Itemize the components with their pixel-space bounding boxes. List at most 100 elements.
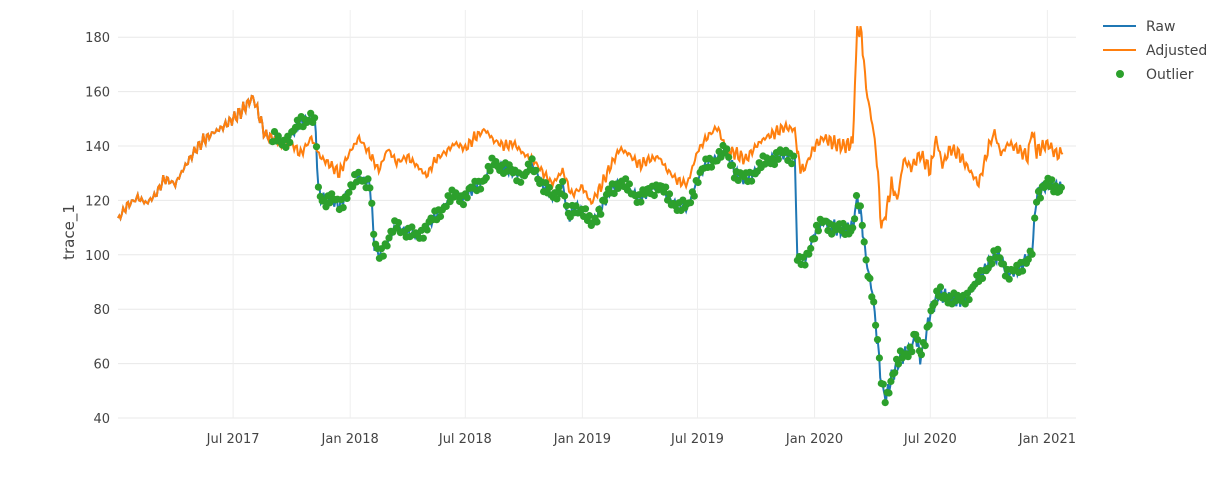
outlier-point [694,178,702,187]
outlier-point [856,202,865,210]
outlier-point [562,202,571,210]
outlier-point [999,260,1008,268]
x-tick-label: Jan 2021 [1018,432,1076,447]
outlier-point [811,235,819,243]
outlier-point [354,168,363,176]
outlier-point [597,210,605,218]
outlier-point [805,250,813,258]
outlier-point [622,175,630,183]
outlier-point [524,160,532,168]
outlier-point [364,175,372,183]
outlier-point [774,155,782,163]
outlier-point [419,234,427,242]
outlier-point [812,221,821,229]
outlier-point [801,261,809,269]
outlier-point [917,351,926,359]
outlier-point [532,166,540,174]
series-line-adjusted [117,25,1064,229]
outlier-point [908,348,916,356]
outlier-point [723,145,731,153]
outlier-point [931,299,939,307]
outlier-point [555,183,563,192]
outlier-point [664,196,672,204]
outlier-point [879,380,887,388]
outlier-point [482,174,490,182]
outlier-point [601,197,609,205]
outlier-point [517,178,525,186]
outlier-point [528,155,536,163]
outlier-point [707,163,716,171]
outlier-point [665,190,674,198]
outlier-point [725,153,733,161]
outlier-point [1028,250,1036,258]
outlier-point [988,260,996,268]
outlier-point [635,191,643,199]
outlier-point [286,138,294,146]
outlier-point [561,192,569,200]
outlier-point [851,215,859,223]
outlier-point [282,143,290,152]
legend-item-raw[interactable]: Raw [1103,19,1175,35]
outlier-point [593,218,601,226]
y-tick-label: 40 [93,412,110,427]
y-tick-label: 160 [85,86,110,101]
outlier-point [887,377,895,385]
outlier-point [748,177,756,185]
legend-item-outlier[interactable]: Outlier [1116,67,1194,83]
outlier-point [339,204,347,212]
outlier-point [383,242,391,250]
outlier-point [885,389,893,397]
x-tick-label: Jul 2019 [670,432,724,447]
legend[interactable]: Raw Adjusted Outlier [1103,19,1207,83]
outlier-point [734,176,742,184]
outlier-point [814,227,823,235]
outlier-point [312,143,321,151]
outlier-point [581,205,590,213]
outlier-point [486,167,494,175]
outlier-point [936,283,945,291]
outlier-point [862,256,870,264]
outlier-point [408,223,416,231]
outlier-point [379,252,387,260]
outlier-point [870,298,878,306]
outlier-point [377,245,385,253]
outlier-point [807,244,815,252]
outlier-point [1048,176,1056,184]
outlier-point [366,184,374,192]
outlier-point [852,192,861,200]
outlier-point [1034,187,1043,195]
outlier-point [690,192,698,200]
y-tick-label: 180 [85,31,110,46]
y-tick-label: 100 [85,249,110,264]
y-tick-label: 60 [93,358,110,373]
outlier-point [551,189,559,197]
outlier-point [788,160,796,168]
outlier-point [858,221,866,229]
outlier-point [637,198,645,206]
outlier-point [311,114,319,122]
outlier-point [614,184,622,192]
outlier-point [891,369,899,377]
legend-item-adjusted[interactable]: Adjusted [1103,43,1207,59]
outlier-point [1057,183,1065,192]
y-tick-label: 80 [93,303,110,318]
outlier-point [965,296,973,304]
outlier-point [1052,182,1060,190]
outlier-point [921,342,929,350]
outlier-point [553,195,561,203]
outlier-point [585,212,594,220]
outlier-point [894,360,903,368]
outlier-point [1019,267,1027,275]
outlier-point [345,188,353,197]
outlier-point [559,178,567,186]
outlier-point [477,185,485,193]
outlier-point [370,230,378,238]
y-axis-label: trace_1 [60,204,79,260]
legend-label: Outlier [1146,67,1194,83]
outlier-point [860,238,868,246]
legend-label: Adjusted [1146,43,1207,59]
outlier-point [423,226,431,234]
x-axis-ticks: Jul 2017 Jan 2018 Jul 2018 Jan 2019 Jul 2019… [206,432,1076,447]
x-tick-label: Jul 2018 [438,432,492,447]
